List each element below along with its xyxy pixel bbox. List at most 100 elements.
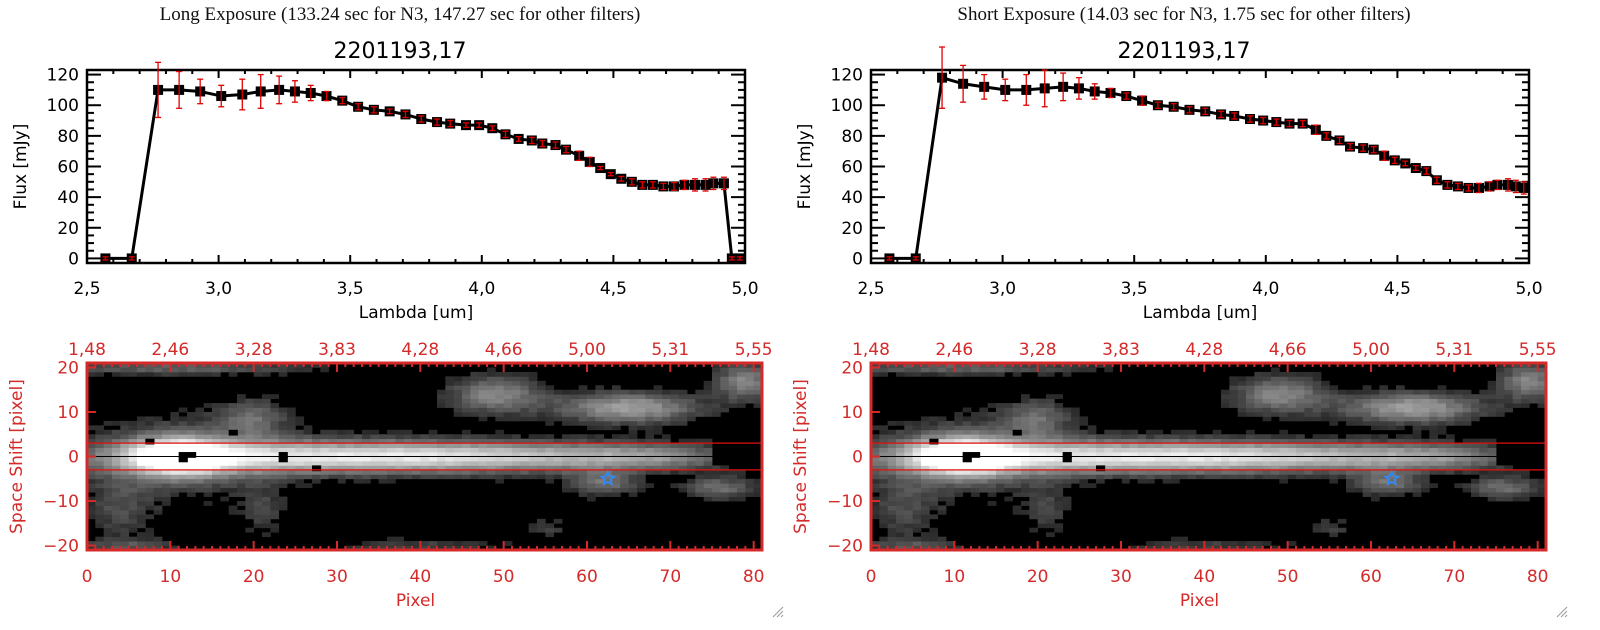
image-pixel bbox=[570, 438, 580, 444]
image-pixel bbox=[478, 469, 488, 475]
image-pixel bbox=[921, 536, 930, 542]
image-pixel bbox=[954, 487, 964, 493]
image-pixel bbox=[387, 438, 396, 444]
image-pixel bbox=[871, 483, 880, 489]
image-pixel bbox=[1496, 492, 1505, 497]
resize-grip-icon[interactable] bbox=[1554, 604, 1568, 618]
image-pixel bbox=[1446, 420, 1455, 426]
image-pixel bbox=[278, 478, 288, 484]
image-pixel bbox=[1212, 460, 1222, 466]
image-pixel bbox=[262, 407, 271, 413]
error-bar bbox=[1444, 181, 1451, 189]
image-pixel bbox=[653, 438, 663, 444]
image-pixel bbox=[262, 487, 271, 493]
image-pixel bbox=[1021, 398, 1030, 404]
image-pixel bbox=[1412, 443, 1422, 448]
image-pixel bbox=[1187, 452, 1197, 457]
image-pixel bbox=[1396, 447, 1405, 453]
image-pixel bbox=[345, 452, 355, 457]
image-pixel bbox=[312, 452, 321, 457]
image-pixel bbox=[896, 545, 905, 551]
image-pixel bbox=[512, 411, 521, 417]
image-pixel bbox=[220, 443, 230, 448]
image-pixel bbox=[1054, 407, 1064, 413]
image-pixel bbox=[1529, 487, 1539, 493]
image-pixel bbox=[603, 456, 613, 462]
image-pixel bbox=[1312, 371, 1322, 377]
image-pixel bbox=[1471, 438, 1480, 444]
image-pixel bbox=[578, 483, 588, 489]
image-pixel bbox=[203, 434, 213, 440]
image-pixel bbox=[996, 407, 1005, 413]
error-bar bbox=[639, 181, 646, 189]
resize-grip-icon[interactable] bbox=[770, 604, 784, 618]
image-pixel bbox=[128, 518, 138, 524]
image-pixel bbox=[437, 434, 446, 440]
image-pixel bbox=[1296, 411, 1305, 417]
image-pixel bbox=[1337, 469, 1347, 475]
image-pixel bbox=[120, 460, 130, 466]
image-pixel bbox=[879, 501, 889, 506]
image-pixel bbox=[871, 452, 880, 457]
image-pixel bbox=[1154, 469, 1164, 475]
image-pixel bbox=[95, 541, 105, 546]
image-pixel bbox=[370, 434, 380, 440]
image-pixel bbox=[1287, 371, 1297, 377]
image-pixel bbox=[103, 469, 113, 475]
image-pixel bbox=[987, 363, 997, 368]
image-pixel bbox=[1071, 363, 1080, 368]
image-pixel bbox=[270, 394, 280, 400]
image-pixel bbox=[929, 420, 939, 426]
image-pixel bbox=[1029, 429, 1039, 435]
image-pixel bbox=[687, 398, 696, 404]
image-pixel bbox=[212, 407, 221, 413]
image-pixel bbox=[637, 487, 646, 493]
image-pixel bbox=[537, 523, 546, 529]
image-pixel bbox=[212, 363, 221, 368]
image-pixel bbox=[578, 411, 588, 417]
image-pixel bbox=[904, 487, 914, 493]
image-pixel bbox=[1346, 407, 1355, 413]
image-pixel bbox=[195, 416, 205, 422]
image-pixel bbox=[1121, 460, 1130, 466]
image-pixel bbox=[1237, 398, 1247, 404]
image-pixel bbox=[1321, 389, 1330, 395]
image-pixel bbox=[153, 363, 163, 368]
image-pixel bbox=[420, 447, 430, 453]
image-pixel bbox=[1037, 403, 1047, 408]
image-pixel bbox=[1079, 465, 1089, 471]
image-pixel bbox=[87, 483, 96, 489]
image-pixel bbox=[1296, 416, 1305, 422]
image-pixel bbox=[453, 385, 463, 391]
image-pixel bbox=[1062, 425, 1072, 431]
image-pixel bbox=[495, 434, 505, 440]
image-pixel bbox=[1362, 492, 1372, 497]
image-pixel bbox=[1437, 460, 1447, 466]
image-pixel bbox=[1412, 478, 1422, 484]
image-pixel bbox=[1037, 411, 1047, 417]
image-pixel bbox=[1462, 469, 1472, 475]
image-pixel bbox=[1279, 380, 1289, 386]
image-pixel bbox=[971, 434, 980, 440]
y-tick-label: 40 bbox=[841, 188, 863, 208]
image-pixel bbox=[904, 425, 914, 431]
image-pixel bbox=[662, 443, 671, 448]
image-pixel bbox=[287, 438, 296, 444]
image-pixel bbox=[1271, 403, 1280, 408]
image-pixel bbox=[670, 420, 680, 426]
image-pixel bbox=[1504, 478, 1514, 484]
image-pixel bbox=[153, 492, 163, 497]
image-pixel bbox=[1146, 447, 1155, 453]
image-pixel bbox=[962, 447, 972, 453]
image-pixel bbox=[603, 447, 613, 453]
image-pixel bbox=[678, 452, 688, 457]
image-pixel bbox=[1162, 434, 1172, 440]
image-pixel bbox=[320, 367, 330, 373]
image-pixel bbox=[1304, 443, 1314, 448]
image-pixel bbox=[954, 420, 964, 426]
image-pixel bbox=[1246, 460, 1255, 466]
image-pixel bbox=[1146, 438, 1155, 444]
image-pixel bbox=[237, 487, 246, 493]
image-pixel bbox=[904, 541, 914, 546]
image-pixel bbox=[1137, 545, 1147, 551]
